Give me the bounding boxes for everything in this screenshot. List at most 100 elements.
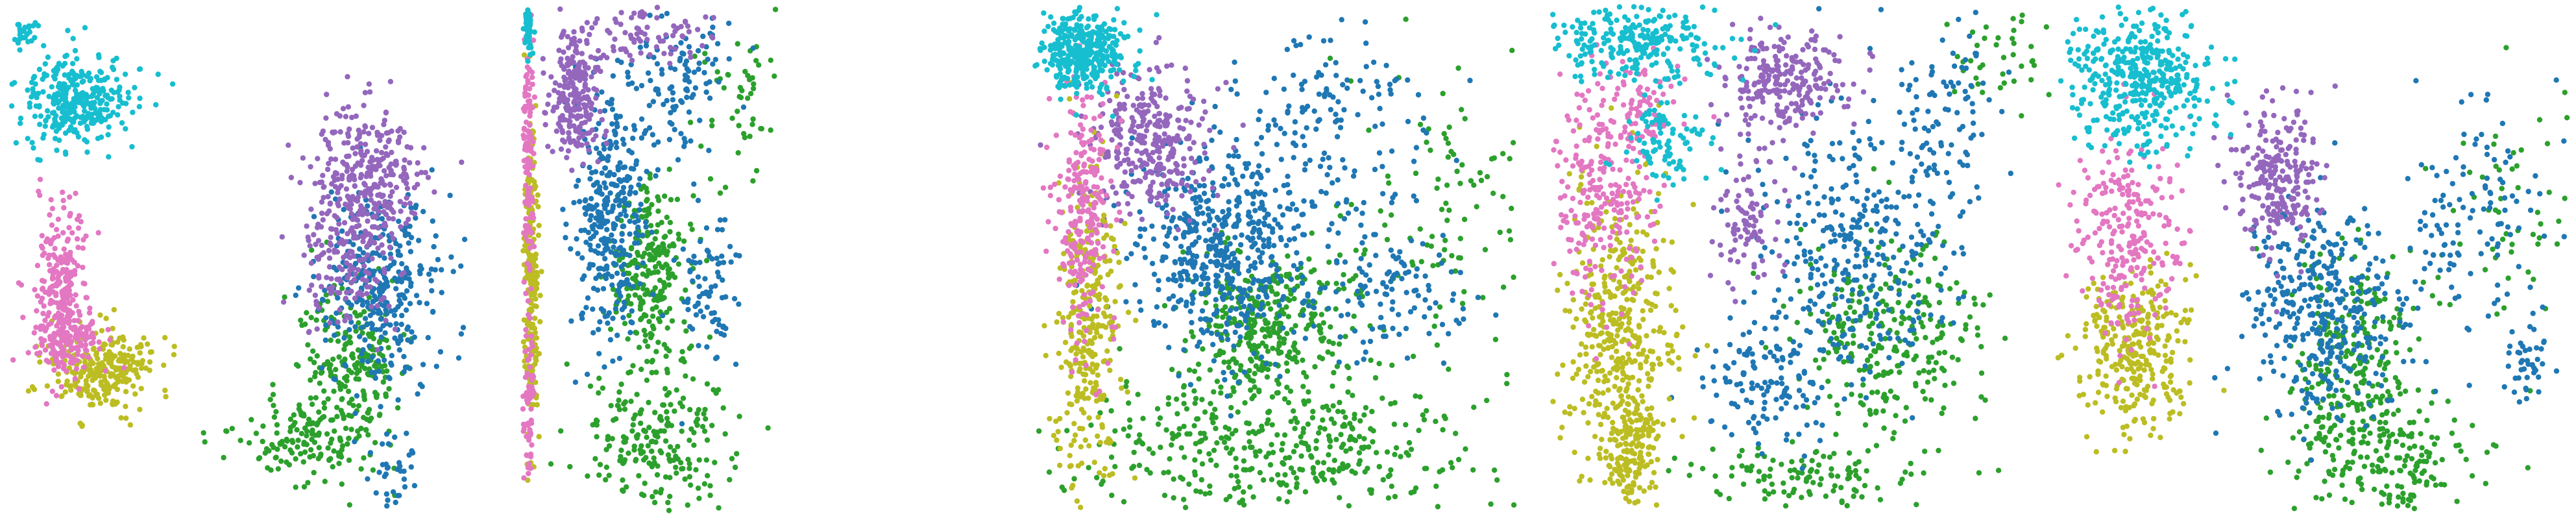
scatter-point <box>101 386 107 393</box>
scatter-point <box>1247 444 1254 450</box>
scatter-point <box>649 369 655 376</box>
scatter-point <box>1144 467 1150 473</box>
scatter-point <box>652 410 658 415</box>
scatter-point <box>638 443 644 449</box>
scatter-point <box>319 199 325 205</box>
scatter-point <box>401 369 407 375</box>
scatter-point <box>411 483 418 489</box>
scatter-point <box>1241 369 1248 375</box>
scatter-point <box>339 396 345 402</box>
scatter-point <box>723 294 729 300</box>
scatter-point <box>55 277 61 283</box>
scatter-point <box>53 393 60 399</box>
scatter-point <box>358 190 364 196</box>
scatter-point <box>697 117 703 123</box>
scatter-point <box>610 358 616 364</box>
scatter-point <box>707 483 713 489</box>
scatter-point <box>696 293 703 300</box>
scatter-point <box>403 220 409 227</box>
scatter-point <box>720 260 727 265</box>
scatter-point <box>1241 304 1247 310</box>
scatter-point <box>89 100 95 106</box>
scatter-point <box>566 68 572 75</box>
scatter-point <box>352 151 358 156</box>
scatter-point <box>1507 156 1513 162</box>
scatter-point <box>316 445 322 450</box>
scatter-point <box>343 425 349 432</box>
scatter-point <box>527 122 533 128</box>
scatter-point <box>628 301 634 307</box>
scatter-point <box>714 227 721 232</box>
scatter-point <box>561 139 568 145</box>
scatter-point <box>669 318 675 324</box>
scatter-point <box>110 383 117 389</box>
scatter-point <box>1124 378 1130 385</box>
scatter-point <box>55 310 62 316</box>
scatter-point <box>645 267 651 274</box>
scatter-point <box>348 201 354 207</box>
scatter-point <box>1121 499 1127 505</box>
scatter-point <box>71 317 77 324</box>
scatter-point <box>1291 449 1297 454</box>
scatter-point <box>523 141 529 147</box>
scatter-point <box>384 368 390 374</box>
scatter-point <box>523 26 529 32</box>
scatter-point <box>1227 307 1233 314</box>
scatter-point <box>362 337 368 343</box>
scatter-point <box>363 416 370 423</box>
scatter-point <box>668 402 674 408</box>
scatter-point <box>552 88 557 93</box>
scatter-point <box>596 351 602 356</box>
scatter-point <box>353 113 359 119</box>
scatter-point <box>1265 349 1271 354</box>
scatter-point <box>666 166 672 172</box>
scatter-point <box>1269 441 1274 448</box>
scatter-point <box>326 255 333 261</box>
scatter-point <box>360 388 366 394</box>
scatter-point <box>539 269 544 275</box>
scatter-point <box>627 330 633 336</box>
scatter-point <box>311 273 317 280</box>
scatter-point <box>1252 371 1258 376</box>
scatter-point <box>388 255 394 261</box>
scatter-point <box>345 74 350 80</box>
scatter-point <box>271 445 276 450</box>
scatter-point <box>123 415 129 421</box>
scatter-point <box>652 236 658 242</box>
scatter-point <box>522 85 529 92</box>
scatter-point <box>522 93 528 99</box>
scatter-point <box>1291 408 1296 414</box>
scatter-point <box>1389 362 1395 368</box>
scatter-point <box>642 219 649 225</box>
scatter-point <box>629 15 635 21</box>
scatter-point <box>1282 432 1288 438</box>
scatter-point <box>689 227 695 232</box>
scatter-point <box>29 94 34 100</box>
scatter-point <box>599 89 605 95</box>
scatter-point <box>45 359 52 365</box>
scatter-point <box>71 119 77 125</box>
scatter-point <box>1291 225 1297 231</box>
scatter-point <box>359 302 365 308</box>
scatter-point <box>316 275 322 281</box>
scatter-point <box>687 438 692 443</box>
scatter-point <box>326 247 332 254</box>
scatter-point <box>25 350 31 356</box>
scatter-point <box>1225 235 1231 241</box>
scatter-point <box>321 195 326 201</box>
scatter-point <box>310 427 315 433</box>
scatter-point <box>722 217 728 223</box>
scatter-point <box>1100 478 1106 484</box>
scatter-point <box>1256 428 1262 434</box>
scatter-point <box>370 467 376 473</box>
scatter-point <box>1352 415 1357 421</box>
scatter-point <box>1326 467 1332 473</box>
scatter-point <box>32 344 38 350</box>
scatter-point <box>94 95 101 101</box>
scatter-point <box>683 328 689 334</box>
scatter-point <box>667 444 674 450</box>
scatter-point <box>621 439 627 445</box>
scatter-point <box>103 368 108 374</box>
scatter-point <box>393 184 400 190</box>
scatter-point <box>1135 391 1141 397</box>
